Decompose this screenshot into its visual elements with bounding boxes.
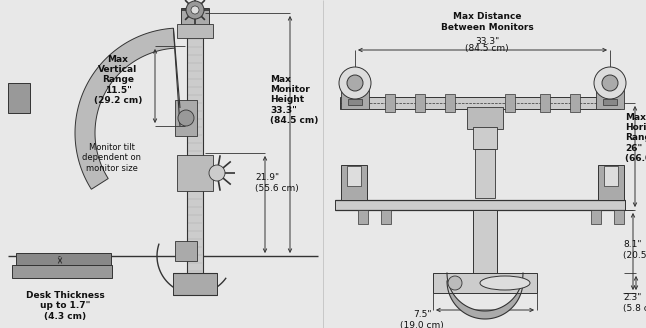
Circle shape [191, 6, 199, 14]
Bar [570, 94, 580, 112]
Bar [598, 165, 624, 200]
Circle shape [602, 75, 618, 91]
Bar [385, 94, 395, 112]
Text: 2.3"
(5.8 cm): 2.3" (5.8 cm) [623, 293, 646, 313]
Text: Max
Vertical
Range
11.5"
(29.2 cm): Max Vertical Range 11.5" (29.2 cm) [94, 55, 142, 105]
Bar [467, 107, 503, 129]
Bar [475, 149, 495, 198]
Text: Max Distance
Between Monitors: Max Distance Between Monitors [441, 12, 534, 32]
Bar [8, 83, 30, 113]
Bar [175, 241, 197, 261]
Text: Desk Thickness
up to 1.7"
(4.3 cm): Desk Thickness up to 1.7" (4.3 cm) [26, 291, 105, 321]
Bar [591, 210, 601, 224]
Bar [433, 273, 537, 293]
Bar [358, 210, 368, 224]
Circle shape [209, 165, 225, 181]
Circle shape [178, 110, 194, 126]
Text: 8.1"
(20.5 cm): 8.1" (20.5 cm) [623, 240, 646, 260]
Bar [348, 99, 362, 105]
Circle shape [347, 75, 363, 91]
Text: Monitor tilt
dependent on
monitor size: Monitor tilt dependent on monitor size [83, 143, 141, 173]
Ellipse shape [480, 276, 530, 290]
Text: 7.5"
(19.0 cm): 7.5" (19.0 cm) [400, 310, 444, 328]
Bar [415, 94, 425, 112]
Bar [473, 210, 497, 273]
Bar [381, 210, 391, 224]
Bar [604, 166, 618, 186]
Bar [505, 94, 515, 112]
Bar [445, 94, 455, 112]
Bar [341, 165, 367, 200]
Text: 21.9"
(55.6 cm): 21.9" (55.6 cm) [255, 173, 298, 193]
Bar [614, 210, 624, 224]
Text: Max
Horizontal
Range
26"
(66.0 cm): Max Horizontal Range 26" (66.0 cm) [625, 113, 646, 163]
Text: 33.3": 33.3" [475, 36, 499, 46]
Circle shape [448, 276, 462, 290]
Bar [603, 99, 617, 105]
Text: (84.5 cm): (84.5 cm) [465, 44, 509, 52]
Bar [340, 97, 620, 109]
Bar [181, 8, 209, 28]
Bar [173, 273, 217, 295]
Bar [175, 100, 197, 136]
Bar [335, 200, 625, 210]
Bar [177, 155, 213, 191]
Bar [177, 24, 213, 38]
Bar [16, 253, 111, 265]
Bar [341, 79, 369, 109]
Circle shape [594, 67, 626, 99]
Bar [540, 94, 550, 112]
Circle shape [186, 1, 204, 19]
Text: Max
Monitor
Height
33.3"
(84.5 cm): Max Monitor Height 33.3" (84.5 cm) [270, 75, 318, 125]
Bar [347, 166, 361, 186]
Bar [12, 265, 112, 278]
Circle shape [339, 67, 371, 99]
Polygon shape [75, 28, 174, 189]
Bar [596, 79, 624, 109]
Bar [473, 127, 497, 149]
Bar [187, 13, 203, 276]
